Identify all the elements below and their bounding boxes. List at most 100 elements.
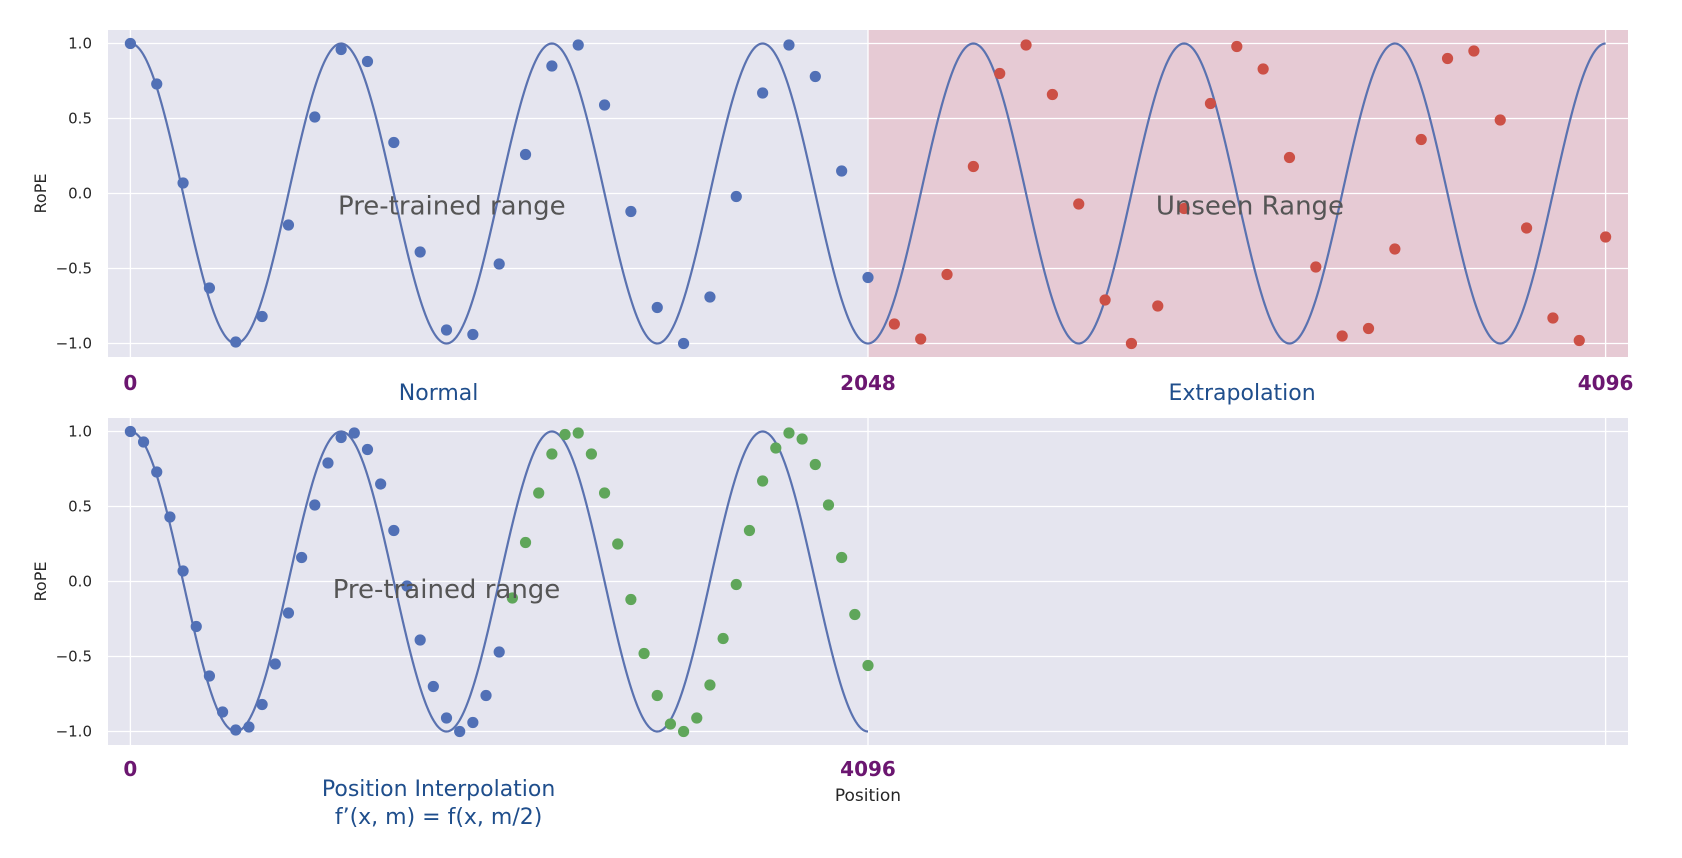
region-label: Extrapolation: [1168, 381, 1315, 406]
data-point: [1204, 97, 1217, 110]
data-point: [941, 268, 953, 281]
rope-curve: [130, 42, 1606, 345]
data-point: [836, 165, 848, 177]
position-label: 0: [123, 757, 137, 781]
range-annotation: Pre-trained range: [333, 575, 561, 605]
data-point: [862, 271, 874, 284]
data-point: [625, 205, 637, 218]
data-point: [612, 538, 624, 550]
data-point: [1152, 300, 1164, 312]
data-point: [493, 258, 505, 270]
range-annotation: Pre-trained range: [338, 192, 566, 222]
position-label: 2048: [840, 371, 896, 395]
data-point: [625, 593, 637, 606]
data-point: [546, 60, 558, 72]
data-point: [585, 448, 597, 460]
data-point: [704, 679, 716, 691]
data-point: [638, 647, 650, 660]
data-point: [572, 39, 584, 51]
data-point: [1441, 52, 1454, 65]
data-point: [440, 324, 453, 336]
y-tick-label: 1.0: [68, 423, 92, 441]
data-point: [770, 442, 782, 454]
data-point: [177, 177, 189, 189]
data-point: [1389, 243, 1401, 255]
data-point: [691, 712, 703, 724]
data-point: [296, 551, 308, 564]
data-point: [427, 680, 439, 693]
data-point: [967, 160, 979, 173]
data-point: [677, 725, 690, 738]
data-point: [1362, 322, 1375, 335]
data-point: [1468, 45, 1480, 57]
data-point: [1547, 312, 1559, 324]
data-point: [1020, 39, 1032, 51]
data-point: [730, 578, 742, 591]
y-tick-label: −1.0: [56, 335, 92, 353]
y-tick-label: 1.0: [68, 35, 92, 53]
data-point: [572, 427, 584, 439]
data-point: [335, 431, 347, 444]
y-tick-label: 0.0: [68, 185, 92, 203]
data-point: [783, 39, 795, 51]
data-point: [203, 282, 216, 294]
y-tick-label: −0.5: [56, 260, 92, 278]
chart-panel-1: −1.0 −0.5 0.0 0.5 1.0 RoPE Pre-trained range Un…: [31, 30, 1633, 406]
position-label: 4096: [840, 757, 896, 781]
y-tick-label: 0.5: [68, 110, 92, 128]
data-point: [836, 551, 848, 564]
data-point: [888, 318, 900, 330]
y-tick-label: −1.0: [56, 723, 92, 741]
data-point: [256, 310, 268, 323]
data-point: [796, 433, 808, 445]
data-point: [230, 336, 242, 348]
data-point: [822, 499, 835, 511]
data-point: [743, 524, 756, 537]
data-point: [598, 99, 611, 111]
data-point: [809, 70, 821, 83]
region-label: Normal: [399, 381, 479, 406]
data-point: [388, 524, 400, 537]
data-point: [348, 427, 360, 439]
data-point: [1231, 40, 1243, 53]
data-point: [1573, 334, 1585, 347]
data-point: [151, 78, 163, 90]
data-point: [361, 55, 374, 68]
data-point: [664, 718, 677, 730]
data-point: [809, 458, 821, 471]
data-point: [216, 706, 229, 718]
data-point: [467, 328, 479, 341]
data-point: [862, 659, 874, 672]
data-point: [717, 632, 729, 645]
data-point: [361, 443, 374, 456]
x-axis-label: Position: [835, 786, 901, 806]
data-point: [849, 608, 861, 621]
data-point: [388, 136, 400, 149]
data-point: [783, 427, 795, 439]
data-point: [164, 511, 176, 523]
data-point: [1520, 222, 1533, 234]
data-point: [730, 190, 742, 203]
data-point: [1257, 63, 1269, 75]
data-point: [230, 724, 242, 736]
data-point: [414, 634, 426, 646]
data-point: [282, 607, 295, 619]
data-point: [915, 333, 927, 345]
data-point: [1415, 133, 1427, 146]
data-point: [282, 219, 295, 231]
data-point: [519, 536, 532, 549]
data-point: [467, 716, 479, 729]
data-point: [190, 620, 202, 633]
data-point: [1178, 202, 1190, 215]
data-point: [414, 246, 426, 258]
data-point: [1600, 231, 1612, 243]
region-label: Position Interpolation: [322, 777, 555, 802]
data-point: [177, 565, 189, 577]
data-point: [519, 148, 532, 161]
data-point: [506, 592, 518, 604]
data-point: [994, 67, 1006, 80]
rope-curve: [130, 430, 869, 733]
data-point: [309, 111, 321, 123]
data-point: [559, 428, 571, 441]
y-tick-label: 0.0: [68, 573, 92, 591]
